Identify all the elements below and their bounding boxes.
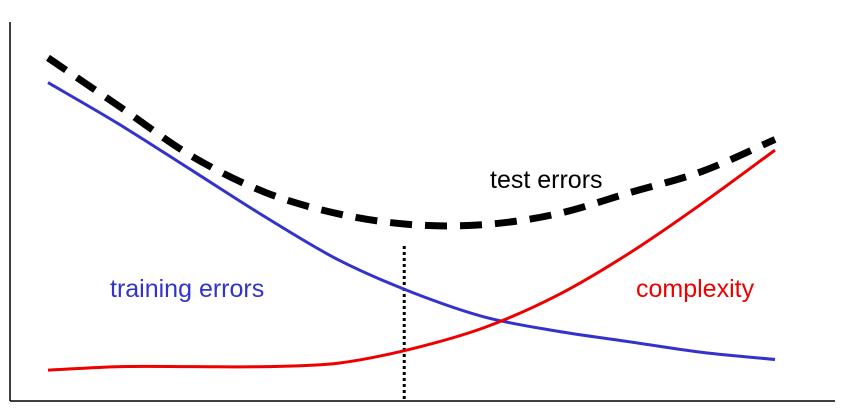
complexity-line [47,148,776,372]
series-label-test-errors: test errors [490,166,603,194]
series-label-training-errors: training errors [110,275,264,303]
test-errors-line [46,54,777,230]
series-layer [46,54,777,401]
training-errors-line [47,81,776,361]
series-label-complexity: complexity [636,275,755,303]
